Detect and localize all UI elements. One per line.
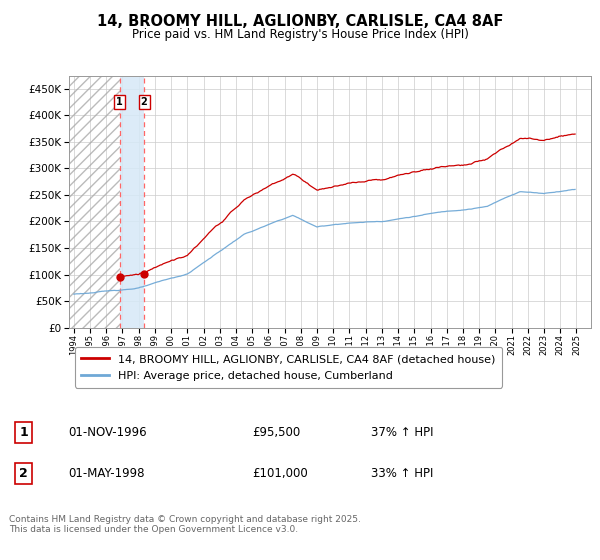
Text: 2: 2 <box>19 467 28 480</box>
Text: £101,000: £101,000 <box>253 467 308 480</box>
Legend: 14, BROOMY HILL, AGLIONBY, CARLISLE, CA4 8AF (detached house), HPI: Average pric: 14, BROOMY HILL, AGLIONBY, CARLISLE, CA4… <box>74 347 502 388</box>
Text: £95,500: £95,500 <box>253 426 301 438</box>
Text: 1: 1 <box>116 97 123 107</box>
Text: Contains HM Land Registry data © Crown copyright and database right 2025.
This d: Contains HM Land Registry data © Crown c… <box>9 515 361 534</box>
Text: 37% ↑ HPI: 37% ↑ HPI <box>371 426 434 438</box>
Text: 2: 2 <box>141 97 148 107</box>
Text: 33% ↑ HPI: 33% ↑ HPI <box>371 467 434 480</box>
Bar <box>120 76 144 328</box>
Text: 01-NOV-1996: 01-NOV-1996 <box>68 426 147 438</box>
Text: 01-MAY-1998: 01-MAY-1998 <box>68 467 145 480</box>
Text: 1: 1 <box>19 426 28 438</box>
Text: 14, BROOMY HILL, AGLIONBY, CARLISLE, CA4 8AF: 14, BROOMY HILL, AGLIONBY, CARLISLE, CA4… <box>97 14 503 29</box>
Text: Price paid vs. HM Land Registry's House Price Index (HPI): Price paid vs. HM Land Registry's House … <box>131 28 469 41</box>
Bar <box>69 76 120 328</box>
